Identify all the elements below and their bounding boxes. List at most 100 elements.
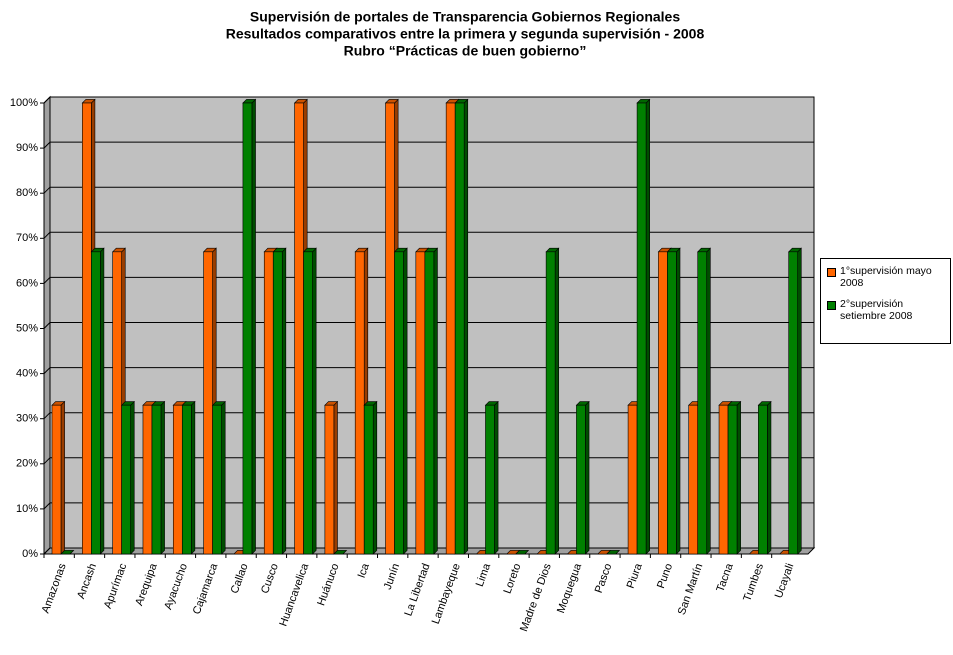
bar-side: [736, 400, 741, 555]
bar: [172, 404, 183, 555]
bar: [354, 251, 365, 555]
bar: [576, 404, 586, 555]
bar: [545, 251, 556, 555]
y-tick-label: 100%: [10, 97, 38, 109]
x-tick-label: Callao: [229, 562, 251, 595]
bar: [82, 102, 92, 555]
bar-side: [645, 98, 650, 555]
x-tick-label: Ayacucho: [162, 562, 190, 611]
bar: [203, 251, 213, 555]
bar: [658, 251, 668, 555]
legend: 1°supervisión mayo 2008 2°supervisión set…: [820, 258, 951, 344]
bar-side: [60, 400, 65, 555]
grid-line: [43, 412, 814, 420]
x-tick-label: Loreto: [502, 562, 524, 595]
grid-line: [43, 96, 814, 104]
bar-top: [60, 550, 75, 555]
legend-label: 2°supervisión setiembre 2008: [840, 298, 913, 322]
bar-side: [403, 247, 408, 555]
x-tick-label: Amazonas: [40, 561, 69, 614]
y-tick-label: 30%: [16, 413, 38, 425]
bar-side: [706, 247, 711, 555]
bar-side: [190, 400, 196, 555]
x-tick-label: Tacna: [714, 561, 736, 594]
x-tick-label: Ancash: [75, 562, 99, 601]
chart-title: Rubro “Prácticas de buen gobierno”: [344, 43, 587, 59]
x-tick-label: Arequipa: [133, 561, 160, 607]
bar: [485, 404, 495, 555]
bar: [667, 251, 677, 555]
bar: [121, 404, 131, 555]
x-tick-label: Ucayali: [773, 562, 797, 600]
bar-side: [312, 247, 317, 555]
grid-line: [43, 457, 814, 465]
bar: [112, 251, 122, 555]
grid-line: [43, 231, 814, 239]
x-tick-label: Apurímac: [102, 561, 130, 610]
bar: [272, 251, 283, 555]
bar: [51, 404, 62, 555]
bar-side: [251, 98, 256, 555]
x-tick-label: Lima: [474, 561, 494, 588]
legend-item: 1°supervisión mayo 2008: [827, 265, 948, 289]
bar: [303, 251, 313, 555]
bar-side: [767, 400, 772, 555]
bar-side: [433, 247, 438, 555]
bar-side: [797, 247, 802, 555]
x-tick-label: Cusco: [259, 562, 281, 595]
bar-side: [130, 400, 135, 555]
bar: [454, 102, 465, 555]
bar-side: [676, 247, 681, 555]
bar-side: [463, 98, 469, 555]
y-tick-label: 80%: [16, 187, 38, 199]
legend-swatch: [827, 301, 836, 310]
y-tick-label: 60%: [16, 277, 38, 289]
bar-side: [160, 400, 165, 555]
bar: [324, 404, 335, 555]
bar: [445, 102, 456, 555]
bar: [385, 102, 395, 555]
grid-line: [43, 186, 814, 194]
bar: [727, 404, 738, 555]
bar: [212, 404, 222, 555]
grid-line: [43, 502, 814, 510]
bar-side: [372, 400, 378, 555]
chart-title: Resultados comparativos entre la primera…: [226, 26, 705, 42]
x-tick-label: Pasco: [593, 562, 615, 595]
bar: [697, 251, 708, 555]
x-tick-label: Moquegua: [555, 561, 584, 615]
bar: [181, 404, 192, 555]
y-tick-label: 20%: [16, 458, 38, 470]
y-tick-label: 70%: [16, 232, 38, 244]
bar: [415, 251, 426, 555]
bar: [424, 251, 435, 555]
legend-label: 1°supervisión mayo 2008: [840, 265, 932, 289]
bar: [294, 102, 304, 555]
x-tick-label: Lambayeque: [430, 562, 463, 626]
x-tick-label: San Martín: [676, 562, 706, 617]
bar: [263, 251, 274, 555]
x-tick-label: La Libertad: [402, 562, 432, 618]
grid-line: [43, 141, 814, 149]
bar-side: [494, 400, 499, 555]
bar-top: [606, 550, 621, 555]
x-tick-label: Cajamarca: [191, 561, 221, 616]
x-tick-label: Huánuco: [315, 562, 341, 607]
grid-line: [43, 322, 814, 329]
bar-side: [221, 400, 226, 555]
chart-title: Supervisión de portales de Transparencia…: [250, 9, 680, 25]
legend-swatch: [827, 268, 836, 277]
legend-item: 2°supervisión setiembre 2008: [827, 298, 948, 322]
grid-line: [43, 547, 814, 555]
y-tick-label: 40%: [16, 368, 38, 380]
bar: [151, 404, 162, 555]
y-tick-label: 0%: [22, 548, 38, 560]
bar-side: [281, 247, 287, 555]
x-tick-label: Piura: [625, 561, 645, 590]
grid-line: [43, 367, 814, 374]
bar: [788, 251, 798, 555]
bar: [142, 404, 153, 555]
bar: [394, 251, 404, 555]
bar-side: [100, 247, 105, 555]
